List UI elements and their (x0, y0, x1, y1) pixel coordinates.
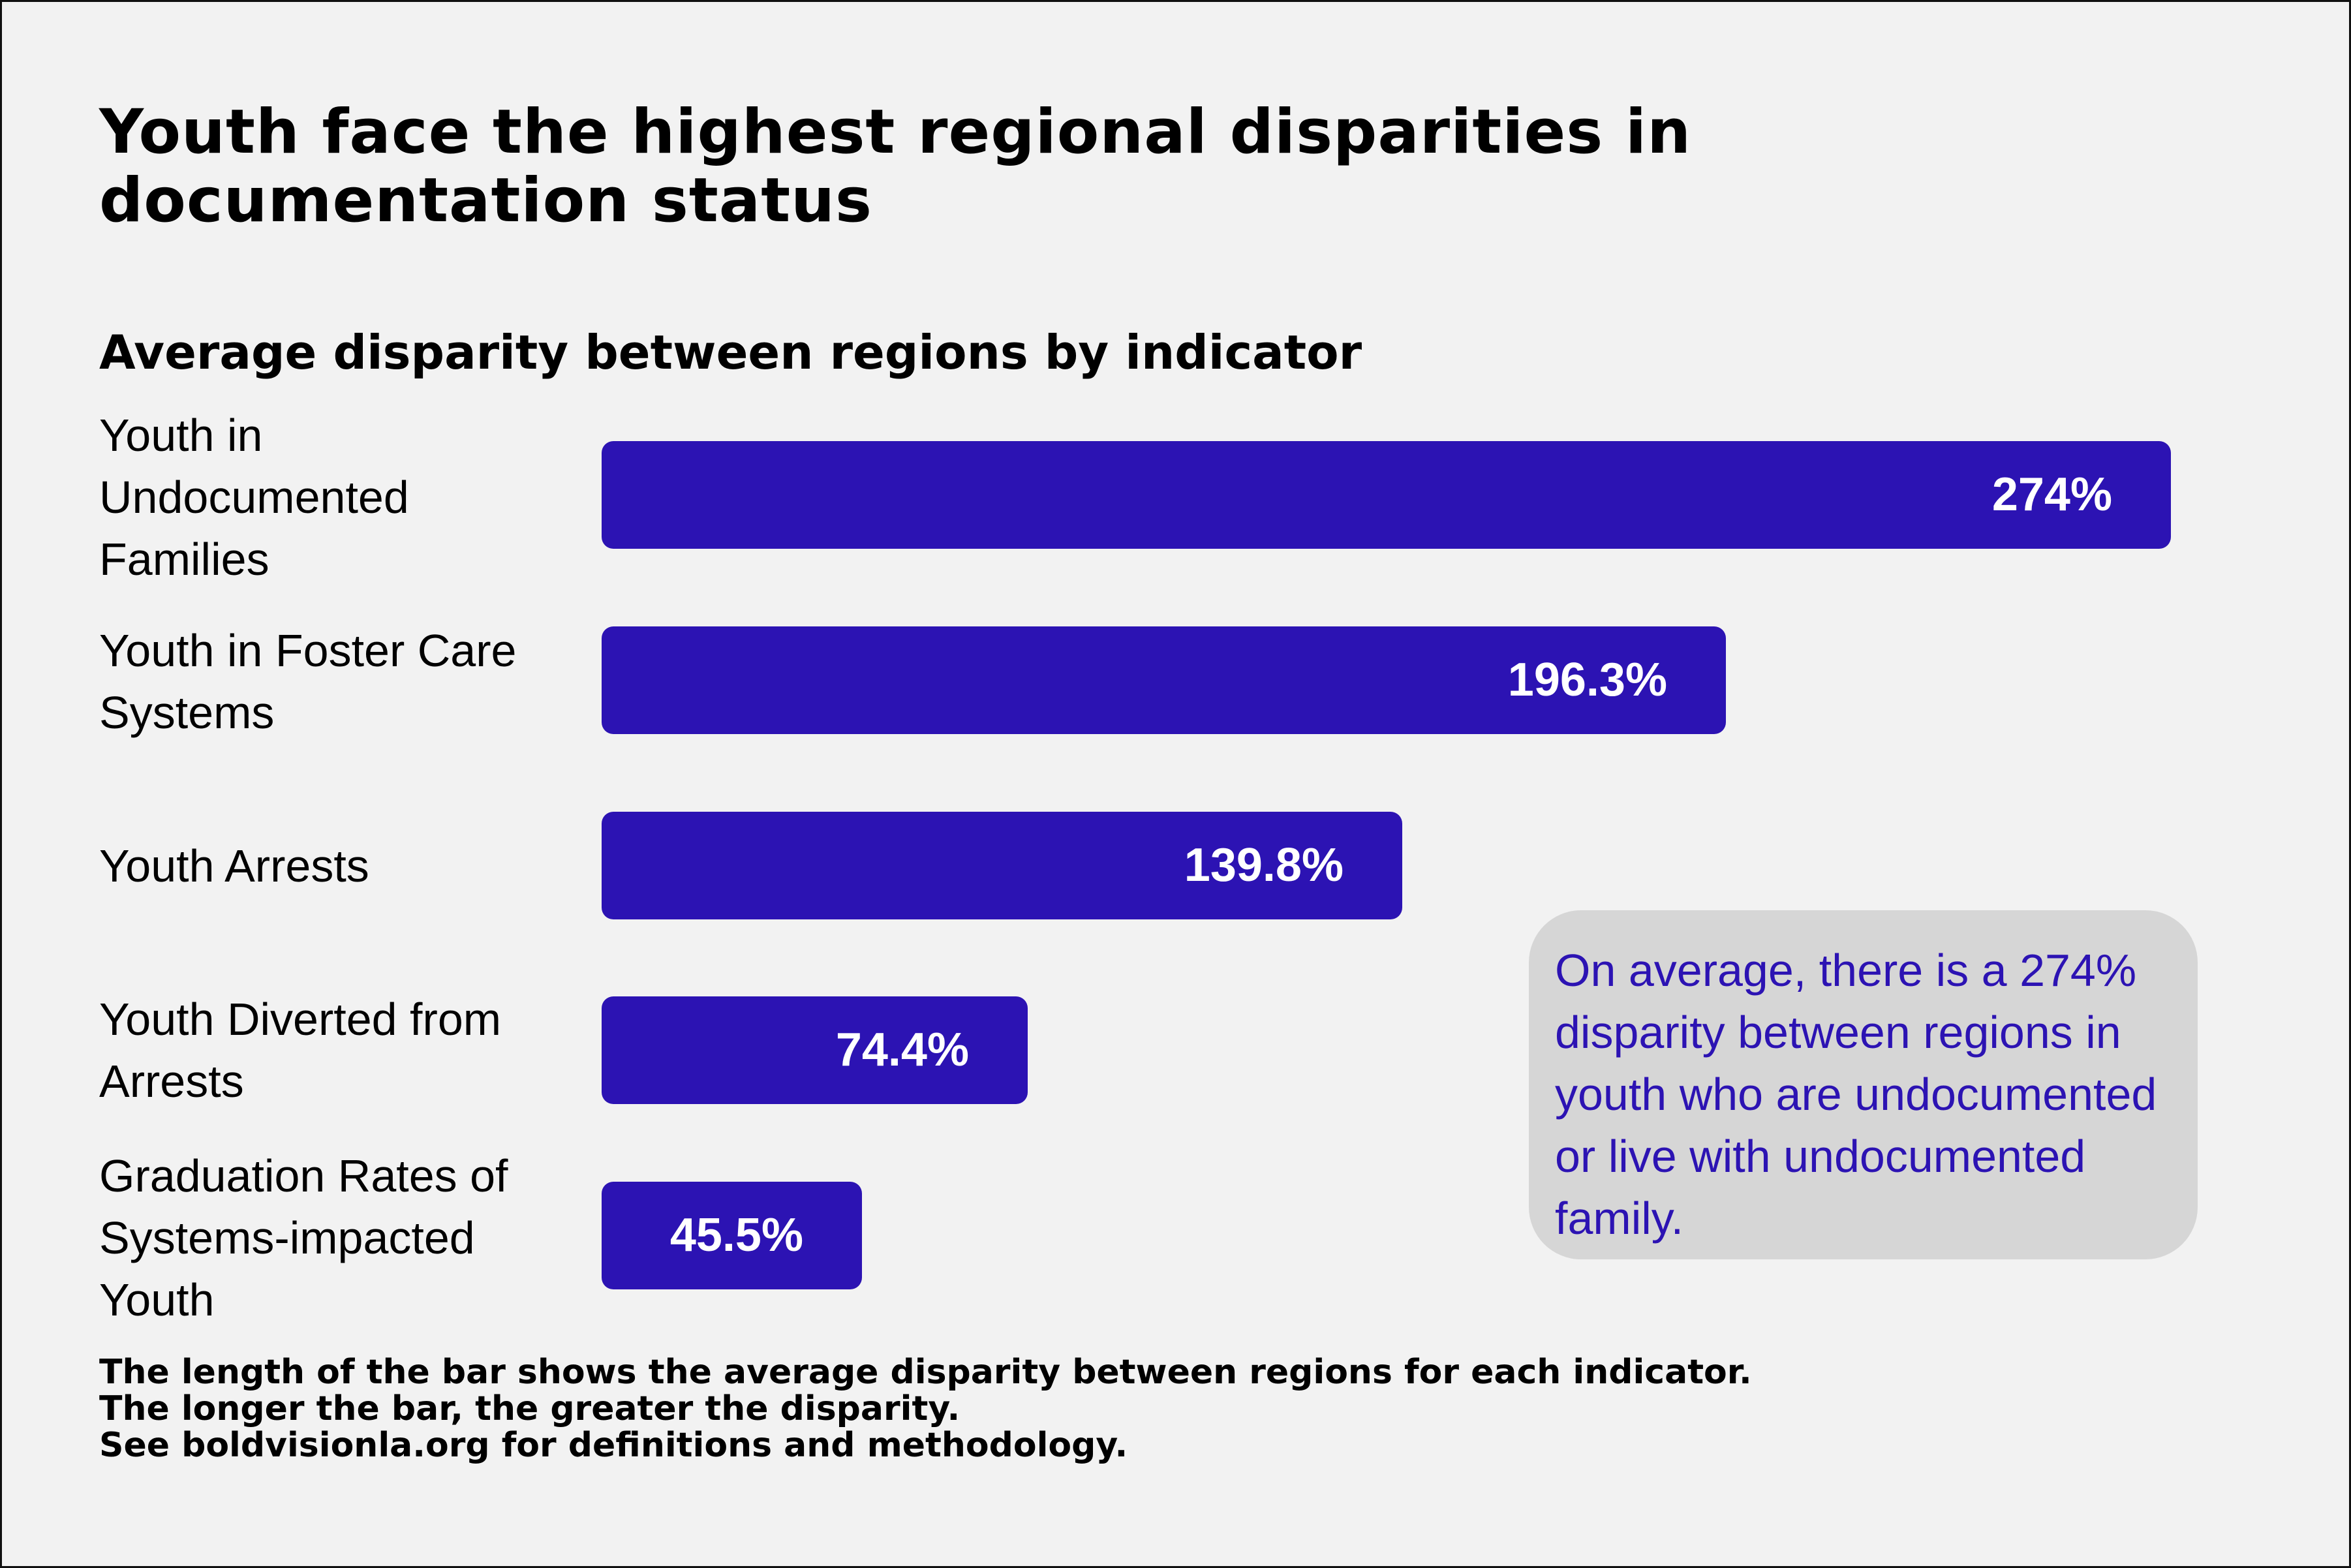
bar: 139.8% (602, 812, 1402, 919)
annotation-text: On average, there is a 274% disparity be… (1555, 945, 2157, 1244)
bar: 274% (602, 441, 2171, 549)
bar: 74.4% (602, 996, 1028, 1104)
bar-value-label: 274% (1991, 469, 2112, 521)
bar: 196.3% (602, 626, 1726, 734)
bar-value-label: 139.8% (1184, 839, 1344, 891)
bar-value-label: 74.4% (835, 1024, 969, 1076)
category-label: Youth in Undocumented Families (99, 410, 409, 585)
chart-title: Youth face the highest regional disparit… (99, 97, 1692, 236)
chart-subtitle: Average disparity between regions by ind… (99, 325, 1362, 380)
category-label: Youth in Foster Care Systems (99, 625, 517, 738)
footnote-line-2: The longer the bar, the greater the disp… (99, 1389, 960, 1428)
category-label: Youth Arrests (99, 840, 369, 891)
bar-value-label: 196.3% (1507, 654, 1667, 706)
annotation-callout: On average, there is a 274% disparity be… (1529, 910, 2198, 1259)
category-label: Graduation Rates of Systems-impacted You… (99, 1150, 508, 1325)
bar: 45.5% (602, 1182, 862, 1289)
bar-value-label: 45.5% (669, 1209, 803, 1261)
footnote-line-3: See boldvisionla.org for definitions and… (99, 1426, 1128, 1465)
footnote: The length of the bar shows the average … (99, 1354, 1752, 1464)
footnote-line-1: The length of the bar shows the average … (99, 1353, 1752, 1392)
category-label: Youth Diverted from Arrests (99, 994, 502, 1107)
